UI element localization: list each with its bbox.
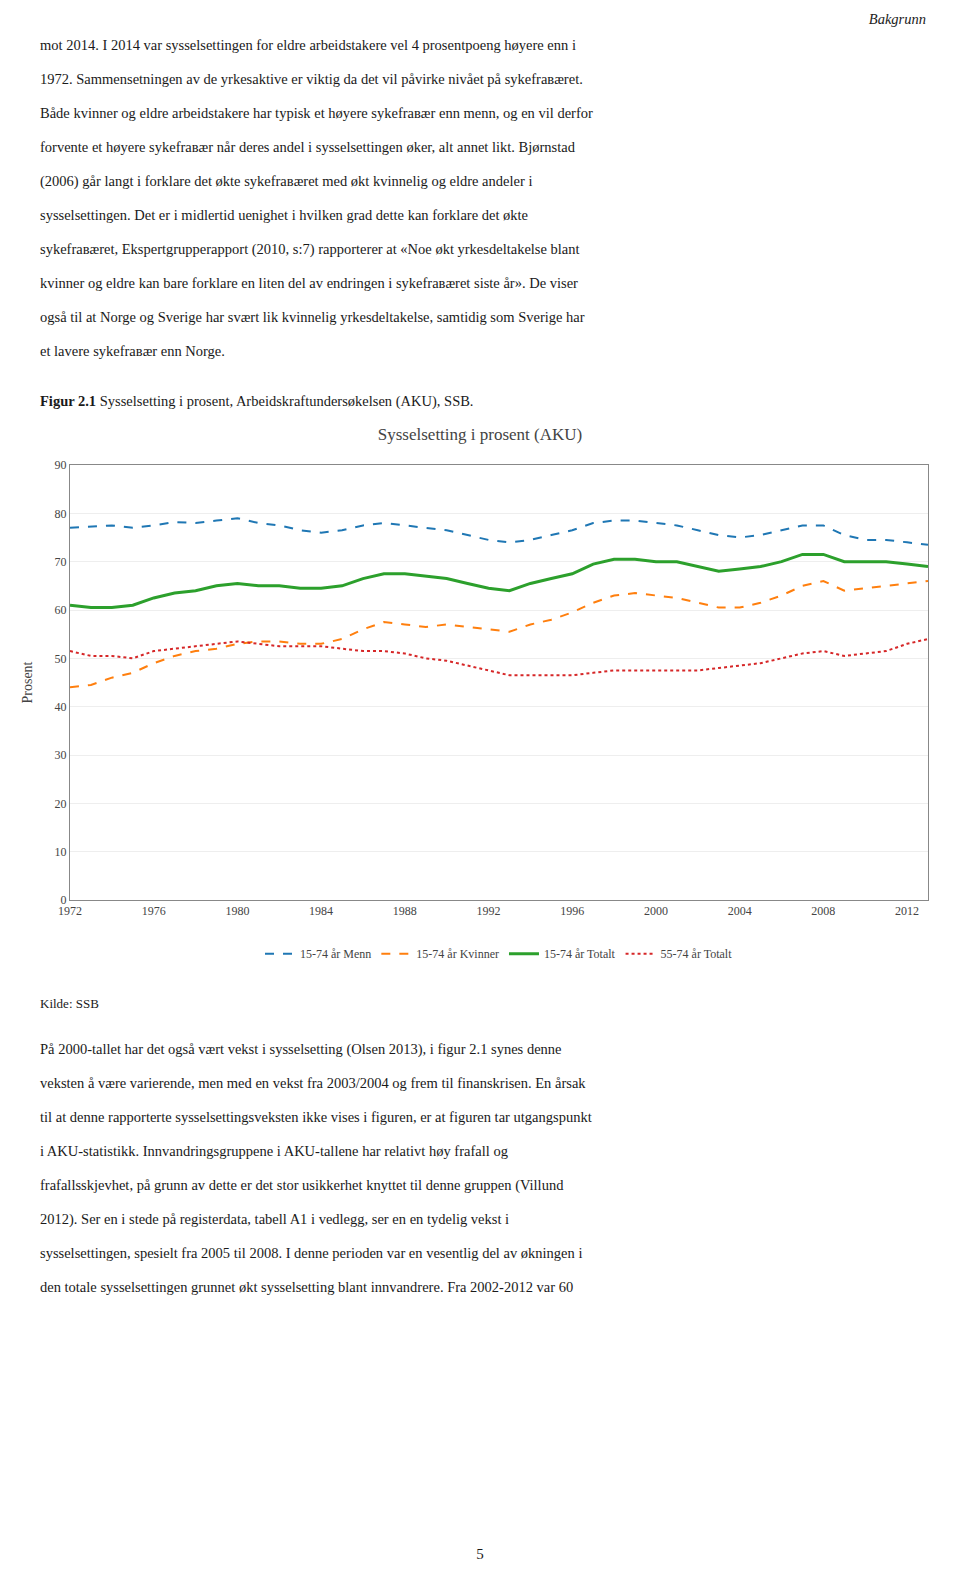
svg-text:10: 10 [55,845,67,859]
html-text:veksten å være varierende, men: veksten å være varierende, men med en ve… [40,1075,586,1091]
html-text:Kilde: SSB: Kilde: SSB [40,996,99,1011]
svg-text:70: 70 [55,555,67,569]
svg-text:15-74 år Totalt: 15-74 år Totalt [544,947,616,961]
svg-text:20: 20 [55,797,67,811]
html-text:den totale sysselsettingen gru: den totale sysselsettingen grunnet økt s… [40,1279,574,1295]
svg-text:1988: 1988 [393,904,417,918]
html-text:1972. Sammensetningen av de yr: 1972. Sammensetningen av de yrkesaktive … [40,71,583,87]
svg-text:0: 0 [61,893,67,907]
svg-text:60: 60 [55,603,67,617]
html-text:et lavere sykefrавær enn Norge: et lavere sykefrавær enn Norge. [40,343,225,359]
svg-text:2000: 2000 [644,904,668,918]
html-text:også til at Norge og Sverige h: også til at Norge og Sverige har svært l… [40,309,585,325]
svg-text:1984: 1984 [309,904,333,918]
html-text:sysselsettingen, spesielt fra: sysselsettingen, spesielt fra 2005 til 2… [40,1245,583,1261]
svg-text:15-74 år Kvinner: 15-74 år Kvinner [416,947,499,961]
html-text:5: 5 [476,1546,484,1562]
html-text:forvente et høyere sykefrавær: forvente et høyere sykefrавær når deres … [40,139,575,155]
svg-text:15-74 år Menn: 15-74 år Menn [300,947,371,961]
html-text:Både kvinner og eldre arbeidst: Både kvinner og eldre arbeidstakere har … [40,105,593,121]
svg-text:80: 80 [55,507,67,521]
svg-text:Prosent: Prosent [20,661,35,703]
svg-text:1972: 1972 [58,904,82,918]
html-text:til at denne rapporterte sysse: til at denne rapporterte sysselsettingsv… [40,1109,592,1125]
svg-text:1976: 1976 [142,904,166,918]
svg-text:55-74 år Totalt: 55-74 år Totalt [661,947,733,961]
svg-text:30: 30 [55,748,67,762]
html-text:sykefrавæret, Ekspertgrupperap: sykefrавæret, Ekspertgrupperapport (2010… [40,241,580,257]
svg-text:50: 50 [55,652,67,666]
svg-text:2008: 2008 [811,904,835,918]
html-text:På 2000-tallet har det også væ: På 2000-tallet har det også vært vekst i… [40,1041,562,1057]
html-text:mot 2014. I 2014 var sysselset: mot 2014. I 2014 var sysselsettingen for… [40,37,576,53]
svg-text:40: 40 [55,700,67,714]
html-text:kvinner og eldre kan bare fork: kvinner og eldre kan bare forklare en li… [40,275,578,291]
svg-text:Sysselsetting i prosent (AKU): Sysselsetting i prosent (AKU) [378,425,582,444]
svg-text:1996: 1996 [560,904,584,918]
html-text:2012). Ser en i stede på regis: 2012). Ser en i stede på registerdata, t… [40,1211,510,1227]
svg-text:2004: 2004 [728,904,752,918]
svg-text:1992: 1992 [477,904,501,918]
html-text:frafallsskjevhet, på grunn av: frafallsskjevhet, på grunn av dette er d… [40,1177,564,1193]
html-text:Figur 2.1 Sysselsetting i pros: Figur 2.1 Sysselsetting i prosent, Arbei… [40,393,474,409]
html-text:(2006) går langt i forklare de: (2006) går langt i forklare det økte syk… [40,173,533,189]
svg-text:2012: 2012 [895,904,919,918]
svg-text:1980: 1980 [225,904,249,918]
html-text:sysselsettingen. Det er i midl: sysselsettingen. Det er i midlertid ueni… [40,207,528,223]
html-text:i AKU-statistikk. Innvandrings: i AKU-statistikk. Innvandringsgruppene i… [40,1143,508,1159]
html-text:Bakgrunn: Bakgrunn [868,11,926,27]
svg-text:90: 90 [55,458,67,472]
